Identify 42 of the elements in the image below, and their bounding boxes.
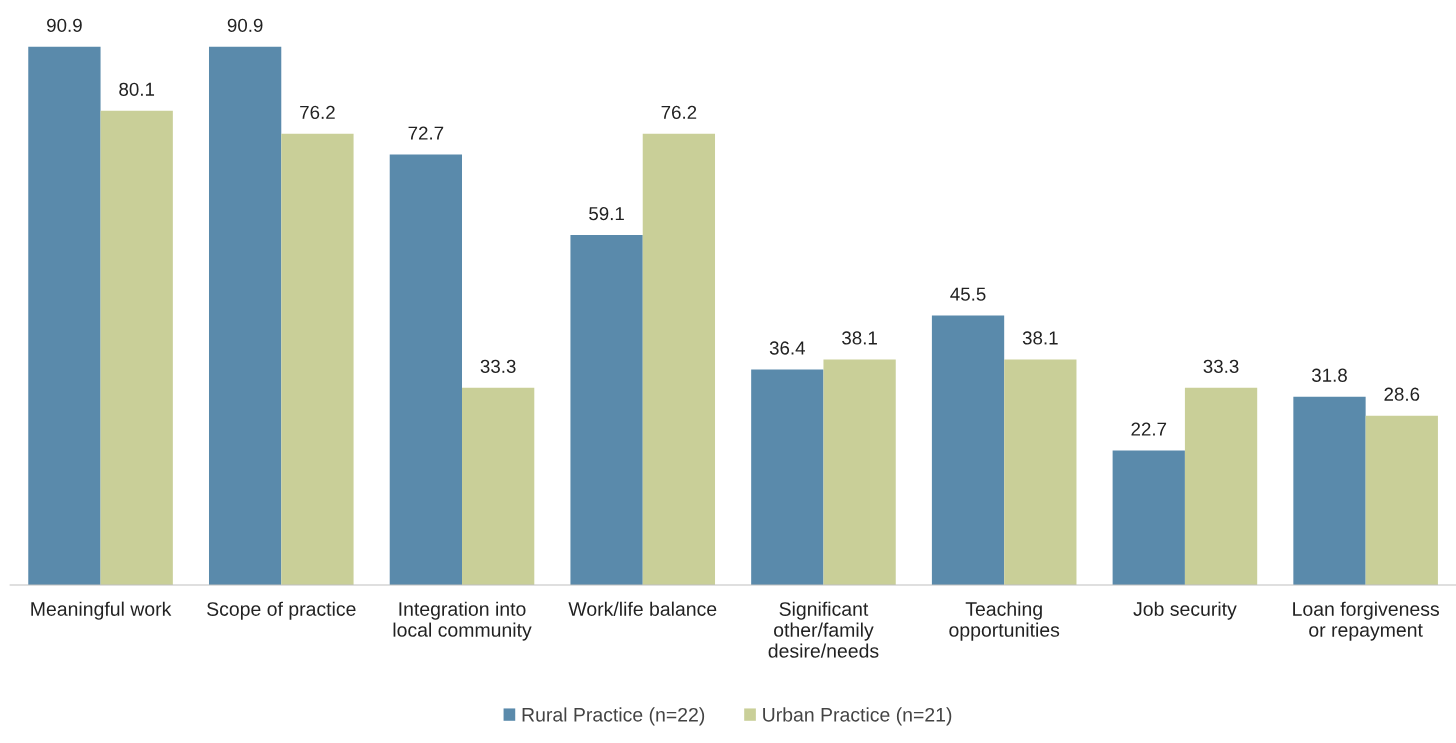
- bar: [1112, 450, 1185, 585]
- bar: [1004, 359, 1077, 585]
- data-label: 80.1: [119, 82, 155, 96]
- legend-label: Rural Practice (n=22): [522, 707, 705, 726]
- data-label: 33.3: [480, 359, 516, 373]
- data-label: 59.1: [589, 206, 624, 221]
- data-label: 90.9: [227, 18, 263, 32]
- bar: [1365, 415, 1438, 585]
- data-label: 33.3: [1203, 359, 1239, 373]
- bar: [389, 154, 463, 585]
- bar: [100, 110, 173, 585]
- bar: [1293, 396, 1366, 585]
- data-label: 72.7: [408, 126, 444, 140]
- data-label: 28.6: [1384, 387, 1420, 401]
- x-tick-label: Scope of practice: [207, 601, 356, 620]
- bar: [281, 133, 354, 585]
- x-tick-label: Significant other/family desire/needs: [768, 601, 879, 658]
- bar: [931, 315, 1005, 585]
- data-label: 45.5: [950, 287, 986, 301]
- bar: [570, 235, 643, 585]
- data-label: 31.8: [1311, 368, 1347, 382]
- data-label: 38.1: [842, 331, 877, 345]
- bar: [208, 46, 282, 585]
- x-tick-label: Teaching opportunities: [949, 601, 1060, 641]
- x-tick-label: Meaningful work: [31, 601, 172, 620]
- x-tick-label: Job security: [1133, 601, 1237, 620]
- data-label: 76.2: [300, 105, 335, 120]
- bar: [462, 387, 535, 585]
- data-label: 22.7: [1131, 422, 1167, 436]
- data-label: 36.4: [769, 341, 806, 355]
- x-tick-label: Work/life balance: [568, 601, 717, 616]
- data-label: 38.1: [1022, 331, 1058, 345]
- bar: [28, 46, 101, 585]
- data-label: 76.2: [661, 105, 697, 120]
- bar: [642, 133, 716, 585]
- x-tick-label: Integration into local community: [393, 601, 532, 641]
- bar: [823, 359, 896, 585]
- x-tick-label: Loan forgiveness or repayment: [1293, 601, 1439, 641]
- legend-label: Urban Practice (n=21): [763, 707, 952, 726]
- bar: [1184, 387, 1258, 585]
- data-label: 90.9: [47, 18, 82, 32]
- bar: [751, 369, 824, 585]
